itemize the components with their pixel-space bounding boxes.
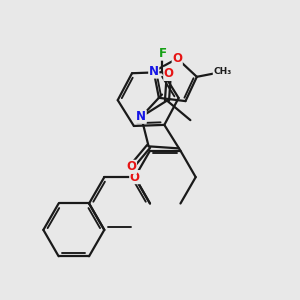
Text: O: O	[127, 160, 136, 173]
Text: O: O	[130, 171, 140, 184]
Text: O: O	[164, 68, 174, 80]
Text: F: F	[158, 47, 166, 60]
Text: N: N	[149, 65, 159, 78]
Text: CH₃: CH₃	[213, 68, 232, 76]
Text: O: O	[172, 52, 182, 65]
Text: N: N	[136, 110, 146, 123]
